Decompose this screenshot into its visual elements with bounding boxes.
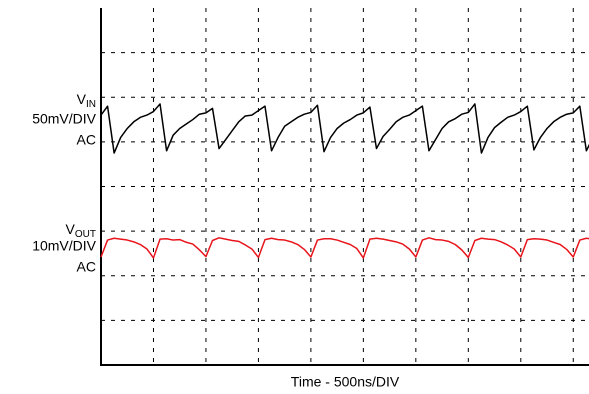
channel-coupling: AC: [77, 259, 96, 275]
channel-scale: 50mV/DIV: [32, 111, 96, 127]
channel-symbol: V: [77, 91, 87, 107]
channel-subscript: IN: [86, 99, 96, 110]
channel-coupling: AC: [77, 132, 96, 148]
trace: [100, 237, 589, 259]
channel-symbol: V: [66, 221, 76, 237]
channel-subscript: OUT: [75, 229, 96, 240]
x-axis-label: Time - 500ns/DIV: [291, 374, 400, 390]
channel-scale: 10mV/DIV: [32, 238, 96, 254]
trace: [100, 103, 589, 154]
channel-name: VOUT: [66, 221, 96, 240]
channel-name: VIN: [77, 91, 96, 110]
